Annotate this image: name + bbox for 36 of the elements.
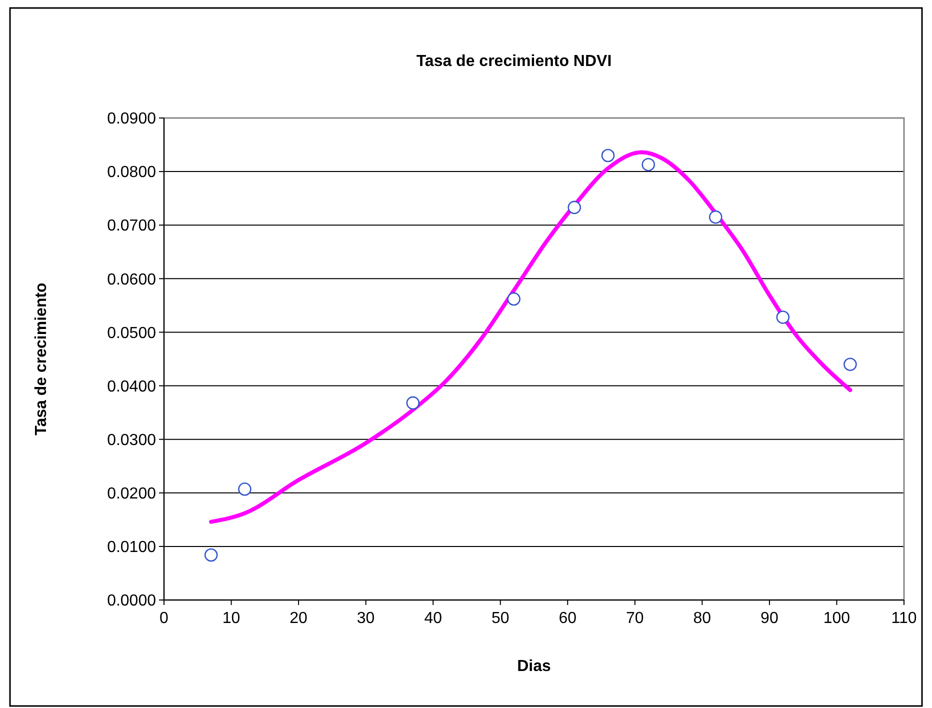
x-tick-label: 110 bbox=[891, 610, 917, 627]
point bbox=[601, 148, 615, 162]
x-tick-label: 60 bbox=[558, 610, 577, 627]
x-axis-title: Dias bbox=[517, 658, 551, 675]
y-tick-label: 0.0900 bbox=[107, 110, 156, 128]
point bbox=[568, 200, 582, 214]
point bbox=[708, 210, 722, 224]
y-tick-label: 0.0200 bbox=[107, 485, 156, 502]
y-tick-label: 0.0000 bbox=[107, 592, 156, 610]
y-axis-title: Tasa de crecimiento bbox=[33, 282, 50, 436]
chart-title: Tasa de crecimiento NDVI bbox=[416, 53, 612, 70]
point bbox=[238, 482, 252, 496]
point bbox=[507, 292, 520, 306]
y-tick-label: 0.0700 bbox=[107, 218, 156, 235]
point bbox=[844, 358, 857, 372]
line-series bbox=[209, 150, 852, 524]
point bbox=[776, 310, 790, 324]
y-tick-label: 0.0100 bbox=[107, 539, 156, 556]
x-tick-label: 30 bbox=[356, 610, 375, 627]
y-tick-label: 0.0300 bbox=[107, 432, 156, 449]
x-tick-label: 20 bbox=[290, 610, 308, 627]
x-tick-label: 0 bbox=[160, 610, 169, 627]
x-tick-label: 80 bbox=[693, 610, 712, 627]
point bbox=[406, 396, 420, 410]
y-tick-label: 0.0500 bbox=[107, 324, 156, 342]
y-tick-label: 0.0400 bbox=[107, 378, 156, 396]
x-tick-label: 100 bbox=[823, 610, 850, 627]
x-tick-label: 70 bbox=[626, 610, 644, 627]
y-tick-label: 0.0800 bbox=[107, 164, 156, 182]
x-tick-label: 50 bbox=[491, 610, 510, 627]
point bbox=[204, 548, 218, 562]
y-tick-label: 0.0600 bbox=[107, 271, 156, 288]
point bbox=[642, 158, 656, 172]
x-tick-label: 10 bbox=[222, 610, 240, 627]
x-tick-label: 40 bbox=[424, 610, 442, 627]
x-tick-label: 90 bbox=[760, 610, 778, 627]
